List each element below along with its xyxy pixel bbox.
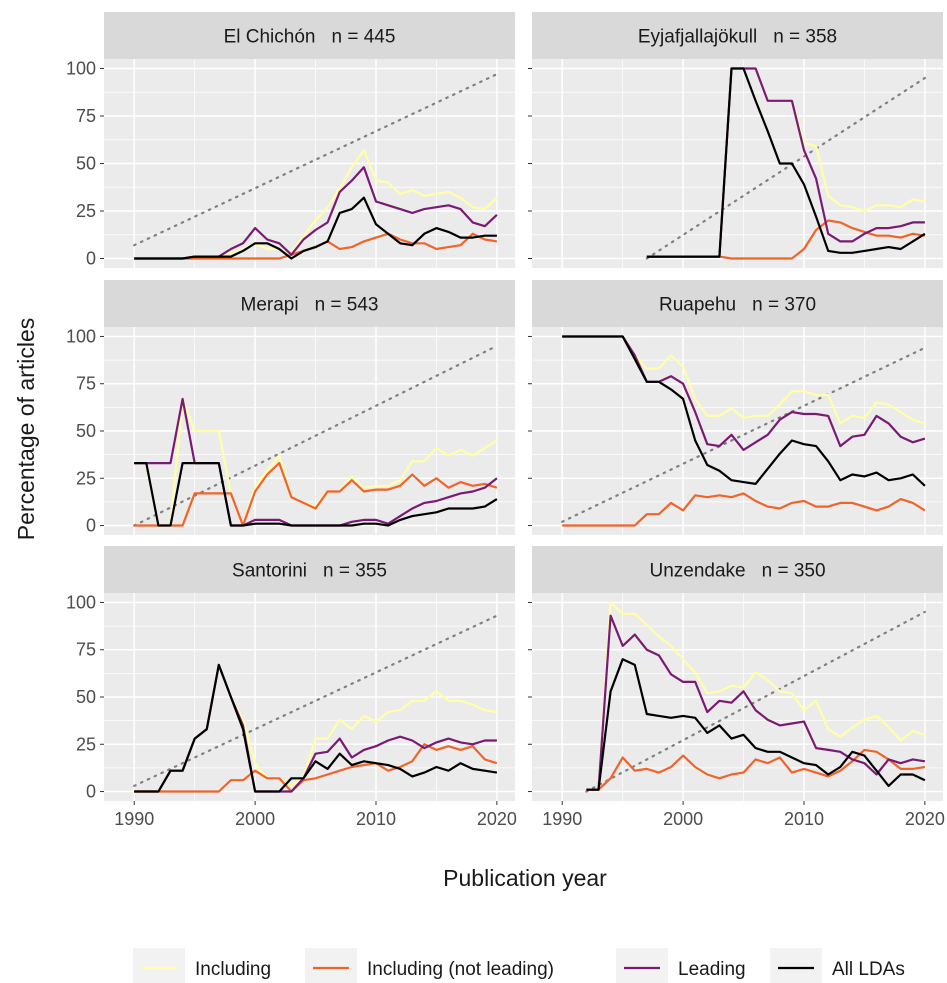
series-line-not-leading	[586, 748, 926, 791]
x-tick-label: 2000	[235, 809, 275, 829]
legend-key	[305, 948, 357, 983]
y-tick-label: 50	[76, 687, 96, 707]
y-tick-label: 25	[76, 201, 96, 221]
facet-title: El Chichón n = 445	[224, 27, 396, 48]
series-line-not-leading	[134, 743, 498, 793]
x-tick-label: 1990	[542, 809, 582, 829]
facet-n-label: n = 445	[331, 27, 395, 48]
facet-n-label: n = 370	[752, 295, 816, 316]
facet-strip	[104, 280, 515, 327]
y-tick-label: 50	[76, 154, 96, 174]
series-line-not-leading	[134, 462, 498, 527]
facet-panel: Merapi n = 543 0 25 50 75 100	[66, 280, 515, 536]
facet-n-label: n = 350	[762, 561, 826, 582]
reference-line	[561, 346, 926, 523]
series-line-including	[134, 397, 498, 527]
x-tick-label: 1990	[114, 809, 154, 829]
legend-item: Including	[133, 948, 271, 983]
facet-strip	[532, 12, 943, 59]
legend-label: Including	[195, 959, 271, 980]
y-tick-label: 25	[76, 468, 96, 488]
facet-volcano-name: Santorini	[232, 561, 307, 582]
facet-volcano-name: Unzendake	[649, 561, 745, 582]
facet-panel: Unzendake n = 350 1990 2000 2010 2020	[528, 546, 945, 829]
legend-label: Including (not leading)	[367, 959, 554, 980]
facet-strip	[104, 12, 515, 59]
series-line-all	[134, 663, 498, 793]
facet-panel: Eyjafjallajökull n = 358	[528, 12, 943, 268]
legend-item: Including (not leading)	[305, 948, 554, 983]
y-tick-label: 100	[66, 326, 96, 346]
facet-title: Eyjafjallajökull n = 358	[638, 27, 837, 48]
y-tick-label: 75	[76, 374, 96, 394]
legend-key	[770, 948, 822, 983]
facet-title: Santorini n = 355	[232, 561, 387, 582]
y-tick-label: 0	[86, 516, 96, 536]
legend-key	[133, 948, 185, 983]
legend-item: Leading	[616, 948, 746, 983]
y-tick-label: 0	[86, 249, 96, 269]
y-tick-label: 50	[76, 421, 96, 441]
x-tick-label: 2020	[477, 809, 517, 829]
series-line-all	[586, 658, 926, 791]
facet-volcano-name: El Chichón	[224, 27, 316, 48]
series-line-all	[134, 196, 497, 260]
x-tick-label: 2010	[784, 809, 824, 829]
legend-key	[616, 948, 668, 983]
facet-panel: El Chichón n = 445 0 25 50 75 100	[66, 12, 515, 269]
legend: Including Including (not leading) Leading A…	[133, 948, 905, 983]
facet-panel: Ruapehu n = 370	[528, 280, 943, 535]
y-tick-label: 0	[86, 782, 96, 802]
facet-strip	[532, 546, 943, 593]
facet-panel: Santorini n = 355 0 25 50 75 100 1990 2000 2010 20…	[66, 546, 517, 829]
legend-item: All LDAs	[770, 948, 905, 983]
facet-strip	[532, 280, 943, 327]
x-axis-title: Publication year	[443, 865, 607, 891]
y-tick-label: 75	[76, 106, 96, 126]
x-tick-label: 2010	[356, 809, 396, 829]
legend-label: All LDAs	[832, 959, 905, 980]
y-tick-label: 75	[76, 640, 96, 660]
reference-line	[645, 76, 926, 260]
facet-title: Unzendake n = 350	[649, 561, 825, 582]
series-line-all	[134, 462, 498, 527]
facet-volcano-name: Eyjafjallajökull	[638, 27, 757, 48]
y-tick-label: 25	[76, 734, 96, 754]
series-line-all	[562, 335, 926, 487]
reference-line	[133, 614, 498, 787]
reference-line	[133, 73, 498, 247]
facet-volcano-name: Ruapehu	[659, 295, 736, 316]
facet-n-label: n = 355	[323, 561, 387, 582]
series-line-leading	[586, 614, 926, 791]
facet-volcano-name: Merapi	[241, 295, 299, 316]
facet-strip	[104, 546, 515, 593]
series-line-including	[586, 601, 926, 791]
x-tick-label: 2000	[663, 809, 703, 829]
facet-title: Ruapehu n = 370	[659, 295, 816, 316]
y-tick-label: 100	[66, 59, 96, 79]
legend-label: Leading	[678, 959, 746, 980]
facet-n-label: n = 358	[773, 27, 837, 48]
x-tick-label: 2020	[905, 809, 945, 829]
facet-n-label: n = 543	[315, 295, 379, 316]
y-tick-label: 100	[66, 592, 96, 612]
series-line-all	[646, 67, 926, 258]
facet-title: Merapi n = 543	[241, 295, 379, 316]
series-line-not-leading	[562, 492, 926, 527]
y-axis-title: Percentage of articles	[13, 318, 39, 540]
